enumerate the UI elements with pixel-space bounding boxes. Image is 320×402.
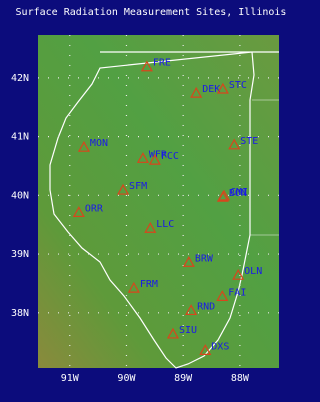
station-label: ORR <box>85 203 104 214</box>
station-label: CMI <box>230 187 248 198</box>
station-label: FCC <box>161 151 179 162</box>
station-marker <box>117 183 130 195</box>
station-marker <box>190 86 203 98</box>
x-tick-label: 89W <box>174 373 193 384</box>
station-marker <box>77 140 90 152</box>
station-label: WFR <box>149 149 168 160</box>
y-tick-label: 41N <box>11 132 29 143</box>
station-marker <box>136 152 149 163</box>
station-marker <box>144 221 157 233</box>
station-marker <box>228 138 241 150</box>
station-label: SFM <box>129 181 147 192</box>
x-tick-label: 90W <box>117 373 136 384</box>
station-marker <box>140 60 153 72</box>
x-tick-label: 91W <box>61 373 80 384</box>
y-tick-label: 42N <box>11 73 29 84</box>
map-layer: 91W 90W 89W 88W 38N 39N 40N 41N 42N FRE DEK STC MON S… <box>11 35 279 384</box>
x-tick-label: 88W <box>231 373 250 384</box>
station-marker <box>199 344 212 355</box>
station-marker <box>217 189 231 201</box>
station-marker <box>216 82 229 94</box>
station-marker <box>182 256 195 267</box>
y-tick-label: 39N <box>11 249 29 260</box>
station-label: DEK <box>202 84 220 95</box>
neighbor-border <box>250 99 279 236</box>
station-label: FAI <box>228 287 246 298</box>
station-label: RND <box>197 301 215 312</box>
station-label: BRW <box>195 253 214 264</box>
station-label: STE <box>240 136 258 147</box>
station-marker <box>232 268 245 280</box>
station-label: OLN <box>244 266 262 277</box>
station-label: LLC <box>156 219 174 230</box>
station-marker <box>216 290 229 301</box>
y-tick-label: 38N <box>11 308 29 319</box>
station-label: BON <box>229 188 247 199</box>
station-label: MON <box>90 138 108 149</box>
map-title: Surface Radiation Measurement Sites, Ill… <box>16 7 287 18</box>
station-marker <box>185 304 198 316</box>
y-tick-label: 40N <box>11 190 29 201</box>
state-border <box>49 51 279 369</box>
station-label: FRE <box>153 58 171 69</box>
station-label: SIU <box>179 325 197 336</box>
station-label: STC <box>229 80 247 91</box>
map-figure: Surface Radiation Measurement Sites, Ill… <box>10 7 287 384</box>
station-marker <box>148 153 161 165</box>
station-label: DXS <box>211 341 229 352</box>
station-marker <box>72 206 85 217</box>
station-marker <box>127 281 140 293</box>
station-label: FRM <box>140 279 158 290</box>
station-marker <box>166 327 179 339</box>
